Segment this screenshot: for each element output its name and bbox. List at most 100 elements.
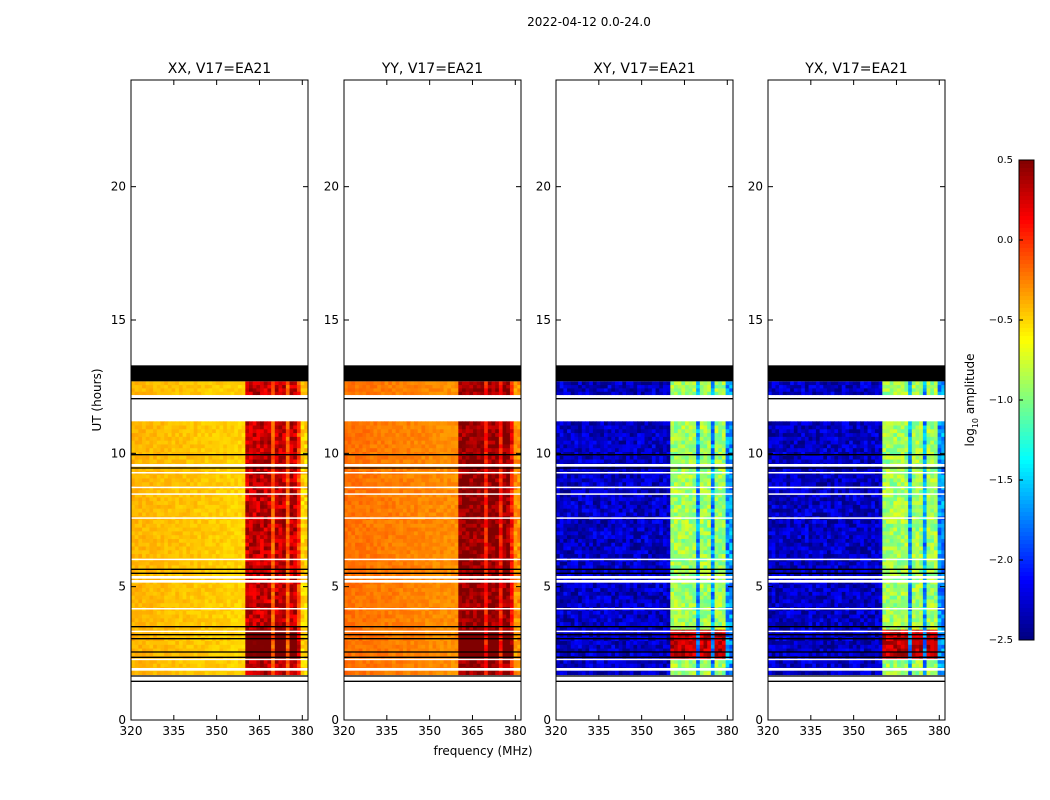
- heatmap-cell: [274, 599, 279, 604]
- heatmap-cell: [388, 651, 393, 657]
- heatmap-cell: [171, 504, 176, 509]
- heatmap-cell: [219, 617, 224, 623]
- heatmap-cell: [178, 421, 184, 426]
- heatmap-cell: [201, 500, 206, 505]
- heatmap-cell: [190, 538, 195, 543]
- heatmap-cell: [160, 659, 165, 664]
- heatmap-cell: [278, 444, 283, 449]
- heatmap-cell: [226, 500, 231, 505]
- heatmap-cell: [296, 425, 302, 430]
- heatmap-cell: [260, 530, 265, 536]
- heatmap-cell: [304, 421, 309, 426]
- heatmap-cell: [432, 553, 437, 558]
- heatmap-cell: [167, 474, 172, 479]
- heatmap-cell: [234, 459, 239, 464]
- heatmap-cell: [278, 561, 283, 566]
- heatmap-cell: [476, 659, 481, 664]
- heatmap-cell: [454, 591, 459, 596]
- heatmap-cell: [285, 625, 290, 630]
- heatmap-cell: [175, 538, 180, 543]
- heatmap-cell: [498, 648, 503, 653]
- heatmap-cell: [182, 421, 187, 426]
- heatmap-cell: [425, 599, 430, 604]
- heatmap-cell: [260, 523, 265, 528]
- heatmap-cell: [260, 546, 265, 551]
- heatmap-cell: [517, 670, 522, 676]
- heatmap-cell: [399, 621, 404, 626]
- heatmap-cell: [145, 534, 150, 539]
- heatmap-cell: [226, 625, 231, 630]
- heatmap-cell: [190, 625, 195, 630]
- heatmap-cell: [142, 568, 147, 573]
- heatmap-cell: [267, 493, 272, 498]
- heatmap-cell: [204, 447, 209, 452]
- heatmap-cell: [226, 534, 231, 539]
- heatmap-cell: [156, 455, 161, 460]
- heatmap-cell: [432, 670, 437, 676]
- heatmap-cell: [204, 496, 209, 502]
- heatmap-cell: [369, 591, 374, 596]
- heatmap-cell: [131, 599, 136, 604]
- heatmap-cell: [245, 648, 250, 653]
- heatmap-cell: [149, 478, 154, 483]
- heatmap-cell: [274, 519, 279, 524]
- heatmap-cell: [278, 640, 283, 645]
- heatmap-cell: [293, 391, 298, 396]
- heatmap-cell: [178, 493, 184, 498]
- heatmap-cell: [219, 496, 224, 502]
- heatmap-cell: [256, 561, 261, 566]
- heatmap-cell: [436, 565, 441, 570]
- heatmap-cell: [513, 670, 518, 676]
- heatmap-cell: [212, 388, 217, 392]
- heatmap-cell: [506, 583, 511, 589]
- heatmap-cell: [160, 648, 165, 653]
- heatmap-cell: [193, 384, 198, 389]
- heatmap-cell: [153, 568, 158, 573]
- heatmap-cell: [160, 455, 165, 460]
- heatmap-cell: [197, 425, 202, 430]
- heatmap-cell: [373, 565, 378, 570]
- heatmap-cell: [395, 659, 400, 664]
- heatmap-cell: [245, 621, 250, 626]
- heatmap-cell: [249, 651, 254, 657]
- heatmap-cell: [186, 640, 191, 645]
- heatmap-cell: [506, 610, 511, 615]
- heatmap-cell: [138, 587, 143, 592]
- heatmap-cell: [289, 625, 294, 630]
- heatmap-cell: [178, 610, 184, 615]
- heatmap-cell: [208, 455, 213, 460]
- heatmap-cell: [153, 591, 158, 596]
- heatmap-cell: [304, 595, 309, 600]
- heatmap-cell: [201, 466, 206, 471]
- heatmap-cell: [391, 651, 397, 657]
- y-axis-label: UT (hours): [90, 368, 104, 431]
- heatmap-cell: [245, 534, 250, 539]
- heatmap-cell: [300, 489, 305, 494]
- heatmap-cell: [260, 388, 265, 392]
- heatmap-cell: [252, 527, 257, 532]
- heatmap-cell: [212, 432, 217, 437]
- heatmap-cell: [208, 459, 213, 464]
- heatmap-cell: [271, 384, 276, 389]
- heatmap-cell: [362, 587, 367, 592]
- heatmap-cell: [421, 565, 426, 570]
- heatmap-cell: [300, 508, 305, 513]
- heatmap-cell: [186, 447, 191, 452]
- heatmap-cell: [145, 583, 150, 589]
- heatmap-cell: [252, 670, 257, 676]
- heatmap-cell: [145, 546, 150, 551]
- heatmap-cell: [484, 621, 489, 626]
- heatmap-cell: [212, 553, 217, 558]
- heatmap-cell: [421, 621, 426, 626]
- heatmap-cell: [362, 648, 367, 653]
- heatmap-cell: [230, 391, 235, 396]
- heatmap-cell: [156, 508, 161, 513]
- heatmap-cell: [226, 617, 231, 623]
- heatmap-cell: [182, 466, 187, 471]
- heatmap-cell: [156, 493, 161, 498]
- heatmap-cell: [160, 625, 165, 630]
- heatmap-cell: [142, 381, 147, 386]
- heatmap-cell: [208, 621, 213, 626]
- heatmap-cell: [274, 587, 279, 592]
- heatmap-cell: [289, 568, 294, 573]
